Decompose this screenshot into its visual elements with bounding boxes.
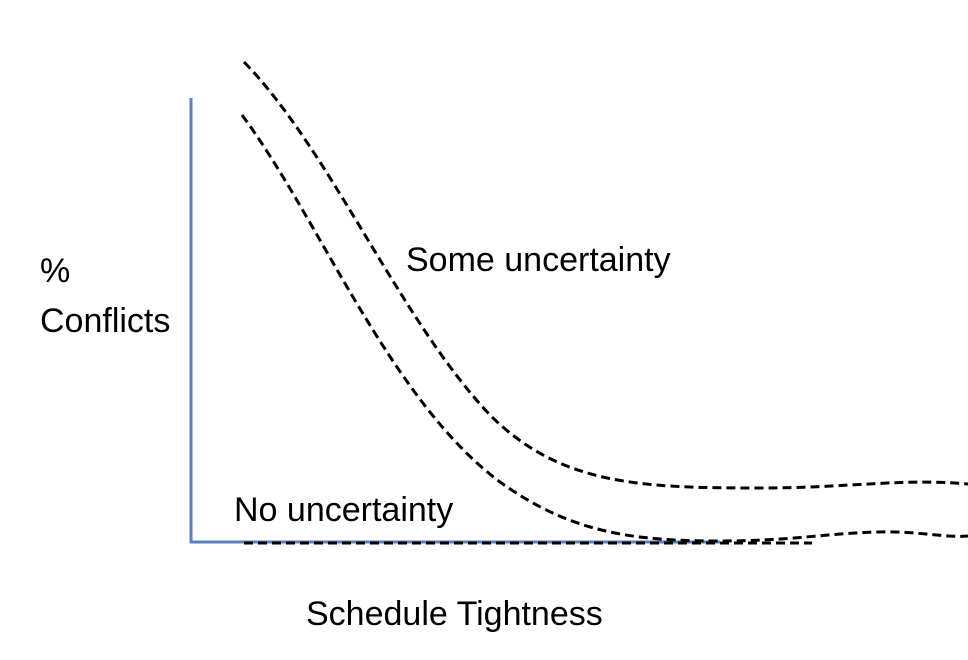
- curve-some-uncertainty: [242, 60, 968, 490]
- curve-label-some-uncertainty: Some uncertainty: [406, 241, 671, 279]
- curve-no-uncertainty: [240, 114, 968, 543]
- y-axis-label-line2: Conflicts: [40, 302, 171, 340]
- x-axis-label: Schedule Tightness: [306, 595, 603, 633]
- curve-label-no-uncertainty: No uncertainty: [234, 491, 454, 529]
- y-axis-label: % Conflicts: [40, 246, 170, 346]
- y-axis-label-line1: %: [40, 252, 71, 290]
